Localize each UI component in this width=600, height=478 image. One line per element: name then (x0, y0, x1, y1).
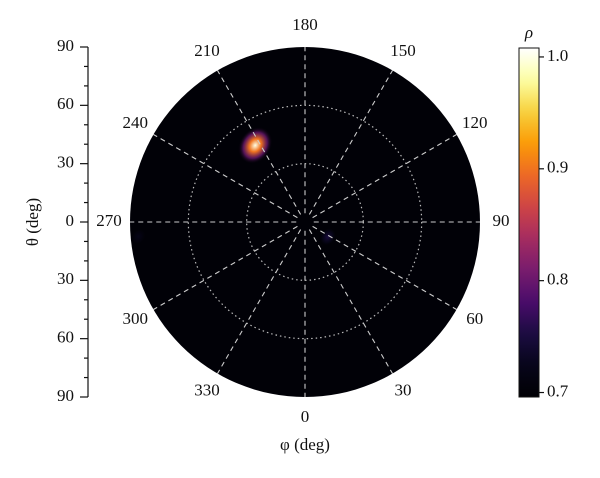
angular-tick-label: 180 (292, 15, 318, 34)
y-tick-label: 0 (66, 211, 75, 230)
angular-grid-line (153, 225, 298, 310)
colorbar-tick-label: 0.8 (547, 270, 568, 289)
colorbar-tick-label: 0.9 (547, 158, 568, 177)
radial-axis-label: θ (deg) (23, 198, 42, 246)
colorbar-tick-label: 0.7 (547, 381, 569, 400)
angular-tick-label: 240 (123, 113, 149, 132)
heat-spot (238, 126, 273, 164)
angular-grid-line (217, 70, 302, 215)
y-tick-label: 30 (57, 269, 74, 288)
angular-tick-label: 0 (301, 407, 310, 426)
angular-axis-label: φ (deg) (280, 435, 330, 454)
angular-tick-label: 120 (462, 113, 488, 132)
y-tick-label: 60 (57, 328, 74, 347)
angular-tick-label: 30 (395, 381, 412, 400)
angular-tick-label: 330 (194, 381, 220, 400)
y-tick-label: 90 (57, 36, 74, 55)
polar-disc (130, 47, 480, 397)
angular-tick-label: 60 (466, 309, 483, 328)
angular-grid-line (312, 134, 457, 219)
angular-tick-label: 90 (493, 211, 510, 230)
colorbar (518, 47, 540, 398)
angular-grid-line (308, 70, 393, 215)
angular-grid-line (153, 134, 298, 219)
angular-grid-line (308, 229, 393, 374)
colorbar-label: ρ (524, 23, 533, 42)
angular-grid-line (312, 225, 457, 310)
heat-spot (131, 228, 146, 245)
y-tick-label: 90 (57, 386, 74, 405)
y-tick-label: 30 (57, 153, 74, 172)
radial-grid-circle (187, 104, 423, 340)
y-tick-label: 60 (57, 94, 74, 113)
angular-tick-label: 300 (123, 309, 149, 328)
angular-tick-label: 210 (194, 41, 220, 60)
colorbar-tick-label: 1.0 (547, 46, 568, 65)
angular-grid-line (217, 229, 302, 374)
angular-tick-label: 270 (96, 211, 122, 230)
angular-tick-label: 150 (390, 41, 416, 60)
